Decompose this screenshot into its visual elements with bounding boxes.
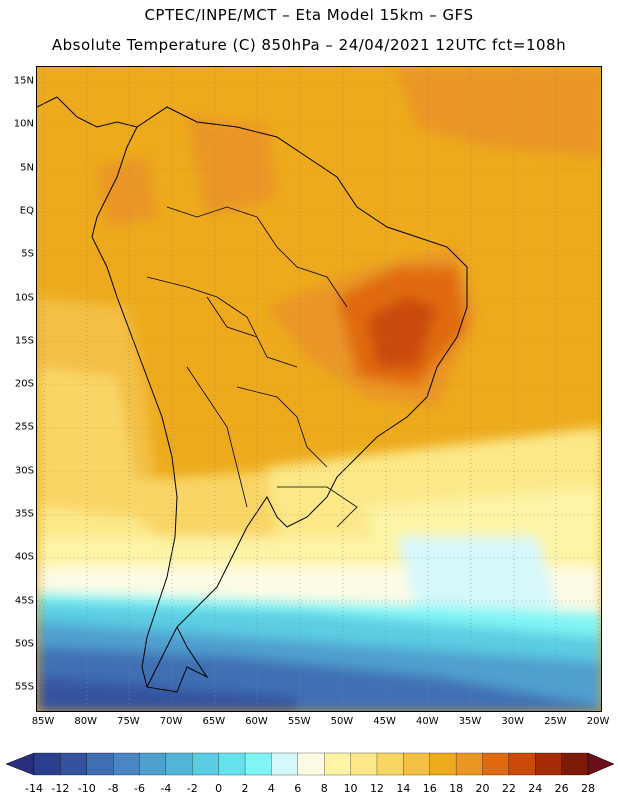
longitude-label: 80W	[74, 716, 97, 727]
colorbar-label: -8	[107, 782, 119, 795]
colorbar-swatch	[112, 752, 141, 776]
colorbar-swatch	[165, 752, 193, 776]
colorbar-label: 14	[396, 782, 411, 795]
longitude-label: 65W	[202, 716, 226, 727]
temperature-map	[36, 66, 602, 712]
longitude-label: 75W	[117, 716, 140, 727]
latitude-label: 40S	[14, 551, 34, 563]
colorbar-label: 8	[320, 782, 328, 795]
chart-title-line1: CPTEC/INPE/MCT – Eta Model 15km – GFS	[144, 6, 474, 24]
colorbar-swatch	[218, 752, 246, 776]
longitude-label: 20W	[586, 716, 610, 727]
longitude-label: 45W	[373, 716, 396, 727]
colorbar-swatch	[403, 752, 431, 776]
colorbar-swatch	[482, 752, 510, 776]
latitude-label: EQ	[19, 205, 34, 217]
colorbar-label: 12	[369, 782, 384, 795]
colorbar-swatch	[535, 752, 563, 776]
latitude-label: 30S	[14, 465, 34, 477]
colorbar-swatch	[33, 752, 62, 776]
longitude-label: 70W	[159, 716, 183, 727]
longitude-label: 30W	[501, 716, 524, 727]
latitude-label: 15N	[13, 75, 34, 87]
latitude-label: 50S	[14, 638, 34, 650]
colorbar-high-arrow	[587, 752, 615, 776]
colorbar-swatch	[561, 752, 589, 776]
colorbar-label: 18	[449, 782, 464, 795]
longitude-label: 40W	[415, 716, 439, 727]
colorbar-swatch	[60, 752, 88, 776]
colorbar-swatch	[297, 752, 325, 776]
temperature-field	[37, 67, 601, 711]
colorbar-swatch	[350, 752, 378, 776]
longitude-label: 35W	[458, 716, 482, 727]
latitude-label: 5N	[20, 162, 34, 174]
colorbar-label: 26	[554, 782, 569, 795]
colorbar-label: -14	[25, 782, 43, 795]
coastlines	[37, 96, 468, 693]
colorbar-swatch	[429, 752, 457, 776]
colorbar-swatch	[376, 752, 404, 776]
colorbar	[5, 752, 615, 776]
country-borders	[146, 206, 358, 528]
colorbar-low-arrow	[5, 752, 35, 776]
colorbar-swatch	[139, 752, 167, 776]
colorbar-swatch	[455, 752, 484, 776]
colorbar-label: 4	[267, 782, 275, 795]
colorbar-swatch	[86, 752, 114, 776]
colorbar-swatch	[324, 752, 352, 776]
temperature-map-canvas	[37, 67, 601, 711]
latitude-label: 35S	[14, 508, 34, 520]
colorbar-label: -10	[77, 782, 96, 795]
colorbar-label: -4	[160, 782, 172, 795]
latitude-label: 10N	[13, 118, 34, 130]
colorbar-label: 20	[475, 782, 490, 795]
longitude-label: 50W	[330, 716, 354, 727]
colorbar-label: -2	[186, 782, 198, 795]
latitude-label: 25S	[14, 421, 34, 433]
colorbar-label: 22	[501, 782, 516, 795]
colorbar-label: -6	[134, 782, 145, 795]
colorbar-label: 16	[422, 782, 437, 795]
chart-title-line2: Absolute Temperature (C) 850hPa – 24/04/…	[51, 36, 567, 54]
colorbar-label: 6	[294, 782, 302, 795]
longitude-label: 25W	[544, 716, 567, 727]
colorbar-label: 24	[528, 782, 543, 795]
longitude-label: 60W	[245, 716, 268, 727]
longitude-label: 85W	[31, 716, 55, 727]
latitude-label: 45S	[14, 595, 34, 607]
latitude-label: 5S	[21, 248, 34, 260]
colorbar-swatch	[192, 752, 220, 776]
colorbar-label: -12	[51, 782, 70, 795]
colorbar-label: 2	[241, 782, 249, 795]
colorbar-label: 28	[581, 782, 595, 795]
colorbar-swatch	[244, 752, 273, 776]
latitude-label: 15S	[14, 335, 34, 347]
colorbar-label: 0	[215, 782, 223, 795]
colorbar-label: 10	[343, 782, 358, 795]
colorbar-swatch	[508, 752, 536, 776]
latitude-label: 10S	[14, 292, 34, 303]
latitude-label: 55S	[14, 681, 34, 693]
longitude-label: 55W	[287, 716, 311, 727]
colorbar-swatch	[271, 752, 299, 776]
latitude-label: 20S	[14, 378, 34, 390]
